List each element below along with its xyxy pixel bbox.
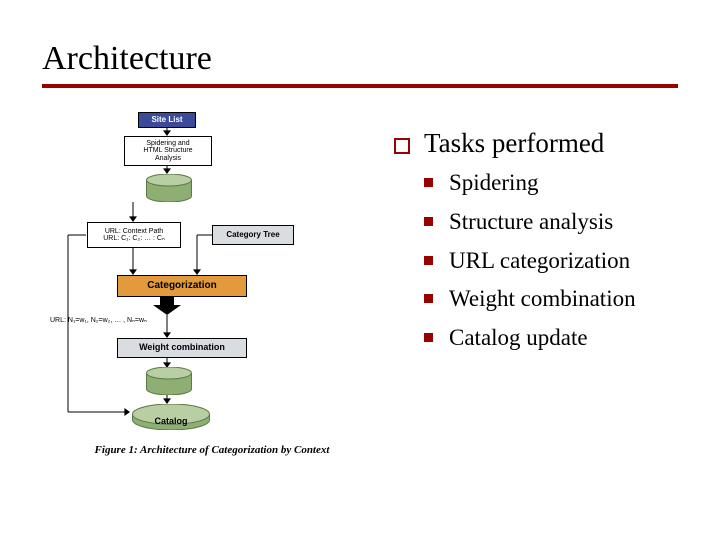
bullet-icon: [424, 178, 433, 187]
diagram-weight-label: URL: N₁=w₁, N₂=w₂, … , Nₙ=wₙ: [50, 316, 147, 324]
bullet-icon: [424, 294, 433, 303]
title-rule: [42, 84, 678, 88]
diagram-box: URL: Context PathURL: C₁: C₂: … : Cₙ: [87, 222, 181, 248]
list-item: Structure analysis: [424, 208, 678, 237]
bullet-text: Structure analysis: [449, 208, 613, 237]
list-item: Weight combination: [424, 285, 678, 314]
diagram-box: Spidering andHTML StructureAnalysis: [124, 136, 212, 166]
diagram-box: Weight combination: [117, 338, 247, 358]
diagram-box: Site List: [138, 112, 196, 128]
bullet-text: Spidering: [449, 169, 538, 198]
list-item: URL categorization: [424, 247, 678, 276]
tasks-heading: Tasks performed: [424, 128, 604, 159]
bullet-text: Weight combination: [449, 285, 636, 314]
list-item: Catalog update: [424, 324, 678, 353]
bullet-icon: [424, 217, 433, 226]
diagram-cylinder: [146, 367, 192, 395]
page-title: Architecture: [42, 40, 678, 78]
slide: Architecture Site List Spidering andHTML …: [0, 0, 720, 540]
diagram-box: Category Tree: [212, 225, 294, 245]
bullet-text: URL categorization: [449, 247, 630, 276]
tasks-heading-row: Tasks performed: [394, 128, 678, 159]
bullet-icon: [424, 256, 433, 265]
tasks-column: Tasks performed Spidering Structure analy…: [382, 106, 678, 363]
tasks-list: Spidering Structure analysis URL categoriz…: [424, 169, 678, 353]
list-item: Spidering: [424, 169, 678, 198]
svg-text:Catalog: Catalog: [154, 416, 187, 426]
bullet-text: Catalog update: [449, 324, 588, 353]
diagram-cylinder: [146, 174, 192, 202]
architecture-diagram: Site List Spidering andHTML StructureAnal…: [42, 112, 372, 442]
diagram-caption: Figure 1: Architecture of Categorization…: [42, 444, 382, 456]
content-row: Site List Spidering andHTML StructureAnal…: [42, 106, 678, 456]
diagram-box: Categorization: [117, 275, 247, 297]
bullet-icon: [424, 333, 433, 342]
diagram-column: Site List Spidering andHTML StructureAnal…: [42, 106, 382, 456]
hollow-bullet-icon: [394, 138, 410, 154]
diagram-cylinder: Catalog: [132, 404, 210, 430]
